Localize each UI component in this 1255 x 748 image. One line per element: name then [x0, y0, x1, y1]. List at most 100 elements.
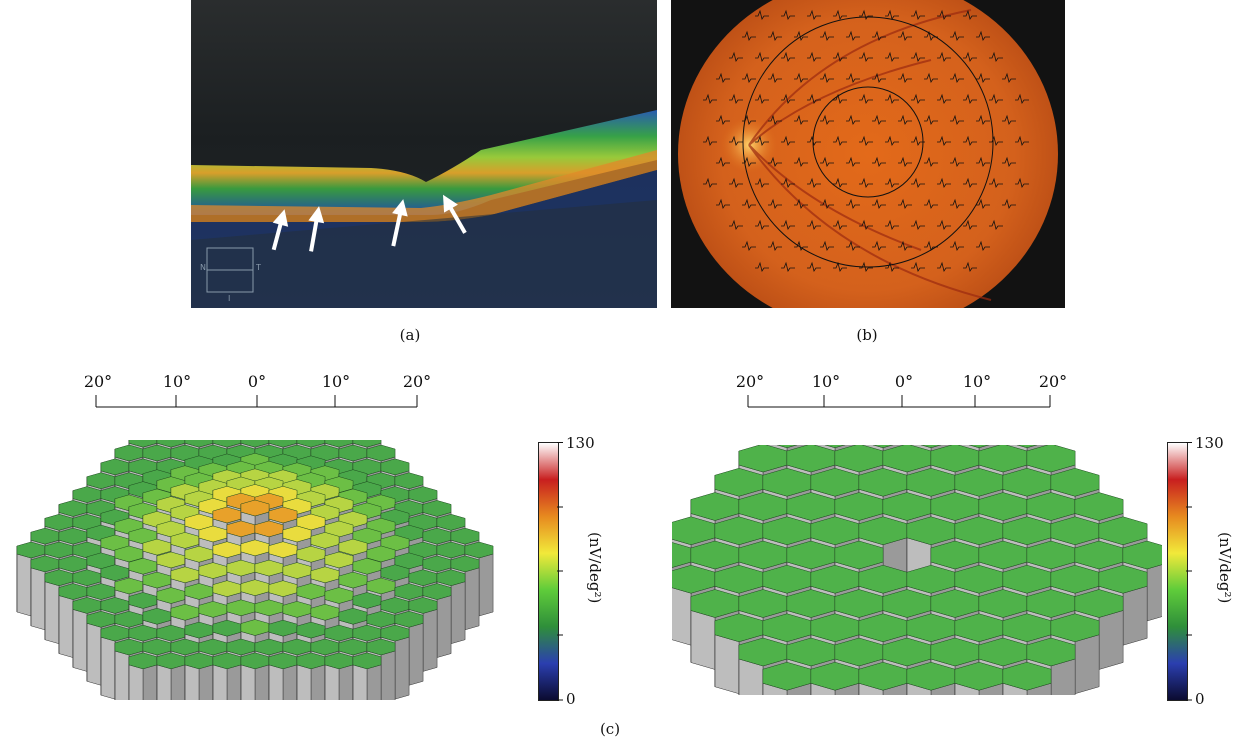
- hex-side: [86, 622, 102, 686]
- mferg-trace: [885, 261, 899, 272]
- hex-cell: [1016, 445, 1038, 449]
- mferg-trace: [859, 9, 873, 20]
- hex-side: [338, 664, 354, 700]
- mferg-trace: [859, 93, 873, 104]
- degree-tick-left-5: 20°: [402, 372, 432, 391]
- mferg-trace: [794, 240, 808, 251]
- hex-side: [100, 636, 116, 700]
- mferg-trace: [885, 51, 899, 62]
- mferg-trace: [729, 93, 743, 104]
- hex-cell: [352, 440, 382, 448]
- mferg-trace: [781, 9, 795, 20]
- mferg-trace: [911, 51, 925, 62]
- hex-cell: [352, 557, 382, 575]
- mferg-trace: [885, 135, 899, 146]
- hex-cell: [296, 621, 326, 639]
- hex-cell: [394, 472, 424, 489]
- mferg-trace: [885, 177, 899, 188]
- degree-tick-left-2: 10°: [162, 372, 192, 391]
- hex-side: [254, 664, 270, 700]
- hex-cell: [872, 445, 894, 449]
- mferg-trace: [872, 240, 886, 251]
- hex-side: [44, 581, 60, 645]
- colorbar-left-ticks: [557, 442, 563, 701]
- hex-cell: [394, 611, 424, 628]
- mferg-trace: [794, 156, 808, 167]
- hex-cell: [422, 583, 452, 600]
- mferg-trace: [833, 51, 847, 62]
- mferg-trace: [872, 156, 886, 167]
- mferg-trace: [872, 72, 886, 83]
- mferg-trace: [768, 114, 782, 125]
- hex-cell: [380, 458, 410, 476]
- mferg-trace: [963, 135, 977, 146]
- hex-cell: [296, 545, 326, 563]
- mferg-trace: [755, 261, 769, 272]
- hex-side: [240, 664, 256, 700]
- mferg-trace: [859, 219, 873, 230]
- mferg-trace: [716, 114, 730, 125]
- degree-scale-right: [747, 395, 1051, 408]
- mferg-trace: [742, 30, 756, 41]
- hex-cell: [366, 638, 396, 656]
- mferg-trace: [950, 30, 964, 41]
- hex-cell: [1098, 516, 1148, 546]
- hex-side: [212, 664, 228, 700]
- mferg-trace: [872, 30, 886, 41]
- mferg-trace: [807, 135, 821, 146]
- mferg-trace: [1015, 177, 1029, 188]
- hex-cell: [366, 444, 396, 462]
- scan-marker-i: I: [228, 294, 231, 303]
- mferg-trace: [937, 9, 951, 20]
- mferg-trace: [950, 240, 964, 251]
- hex-side: [1098, 610, 1124, 670]
- hex-cell: [184, 440, 214, 448]
- mferg-trace: [859, 261, 873, 272]
- hex-cell: [436, 569, 466, 586]
- hex-side: [464, 567, 480, 631]
- hex-side: [184, 664, 200, 700]
- colorbar-left: [538, 442, 559, 701]
- hex-cell: [240, 539, 270, 557]
- mferg-trace: [976, 30, 990, 41]
- mferg-trace: [950, 72, 964, 83]
- hex-side: [1146, 564, 1162, 622]
- mferg-trace: [976, 198, 990, 209]
- mferg-trace: [872, 114, 886, 125]
- hex-cell: [1050, 467, 1100, 497]
- mferg-trace: [989, 51, 1003, 62]
- mferg-trace: [911, 177, 925, 188]
- hex-cell: [282, 525, 312, 543]
- hex-cell: [366, 545, 396, 563]
- mferg-trace: [963, 219, 977, 230]
- hex-cell: [776, 445, 798, 449]
- hex-cell: [338, 571, 368, 589]
- hex-cell: [324, 587, 354, 604]
- hex-cell: [1026, 445, 1076, 473]
- mferg-trace: [820, 30, 834, 41]
- hex-side: [16, 553, 32, 617]
- mferg-trace: [807, 9, 821, 20]
- hex-side: [352, 664, 368, 700]
- degree-tick-right-3: 0°: [894, 372, 914, 391]
- mferg-trace: [820, 156, 834, 167]
- hex-side: [30, 567, 46, 631]
- degree-scale-left: [95, 395, 418, 408]
- mferg-trace: [924, 72, 938, 83]
- colorbar-left-min: 0: [566, 690, 576, 708]
- hex-cell: [1002, 661, 1052, 691]
- hex-cell: [128, 440, 158, 448]
- mferg-trace: [794, 72, 808, 83]
- degree-tick-right-2: 10°: [811, 372, 841, 391]
- mferg-trace: [1002, 198, 1016, 209]
- mferg-trace: [1002, 72, 1016, 83]
- mferg-trace: [1002, 156, 1016, 167]
- mferg-trace: [716, 198, 730, 209]
- degree-tick-left-3: 0°: [247, 372, 267, 391]
- hex-cell: [324, 440, 354, 448]
- topography-plot-right: [672, 445, 1162, 695]
- mferg-trace: [794, 198, 808, 209]
- mferg-trace: [807, 261, 821, 272]
- mferg-trace: [976, 114, 990, 125]
- hex-side: [324, 664, 340, 700]
